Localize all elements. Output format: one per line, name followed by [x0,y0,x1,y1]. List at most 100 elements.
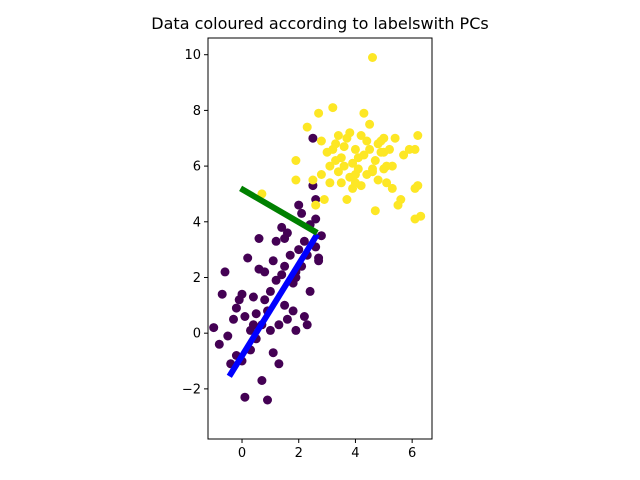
data-point [336,178,346,188]
data-point [368,167,377,177]
data-point [299,236,309,246]
data-point [231,303,241,313]
data-point [333,131,343,140]
data-point [387,183,397,193]
data-point [368,53,377,62]
data-point [271,236,281,246]
y-tick-label: 2 [193,271,201,286]
data-point [214,339,224,349]
data-point [277,222,287,232]
data-point [348,158,358,168]
pc1-line [226,232,320,378]
data-point [333,167,343,177]
data-point [268,256,278,266]
data-point [243,253,253,263]
data-point [382,178,392,188]
axis-ticks: 0 2 4 6 −2 0 2 4 6 8 10 [182,48,416,461]
data-point [353,164,363,174]
data-point [413,181,423,191]
data-point [370,156,380,165]
data-point [356,131,366,140]
data-point [413,131,423,140]
y-tick-label: −2 [182,382,201,397]
data-point [291,175,301,185]
data-point [350,178,360,188]
data-point [285,250,295,260]
data-point [248,320,258,330]
data-point [342,195,352,204]
data-point [379,147,389,157]
data-point [229,314,238,324]
data-point [240,392,250,402]
data-point [314,108,324,118]
data-point [268,348,278,358]
data-point [288,306,298,316]
data-point [260,295,270,305]
data-point [263,395,272,405]
data-point [373,175,383,185]
data-point [387,161,397,171]
data-point [248,292,258,302]
data-point [311,214,321,224]
data-point [271,275,281,285]
data-point [339,142,349,152]
data-point [331,139,341,149]
data-point [220,267,230,277]
data-point [297,208,307,218]
plot-area [209,53,426,405]
data-point [359,150,369,160]
data-point [217,289,227,299]
data-point [365,144,375,154]
data-point [251,309,261,319]
data-point [240,312,250,321]
data-point [316,231,326,241]
data-point [277,270,287,280]
data-point [314,253,324,263]
x-tick-label: 2 [295,446,303,461]
data-point [325,161,335,171]
data-point [302,320,312,330]
x-tick-label: 4 [351,446,359,461]
data-point [274,320,284,330]
data-point [257,376,267,385]
data-point [390,133,400,143]
data-point [316,170,326,179]
data-point [280,261,290,271]
data-point [302,122,312,132]
data-point [305,286,315,296]
data-point [299,312,309,321]
data-point [260,267,270,277]
y-tick-label: 0 [193,327,201,342]
data-point [359,108,369,118]
data-point [362,136,372,146]
data-point [350,144,360,154]
data-point [416,211,426,221]
data-point [331,156,341,165]
data-point [311,200,321,210]
data-point [254,234,264,243]
x-tick-label: 0 [238,446,246,461]
data-point [280,300,290,310]
pc2-line [239,185,319,236]
data-point [237,289,247,299]
x-tick-label: 6 [408,446,416,461]
data-point [265,325,275,335]
y-tick-label: 10 [184,48,201,63]
data-point [223,331,233,341]
data-point [339,161,349,171]
data-point [319,195,329,204]
data-point [291,325,301,335]
data-point [316,136,326,146]
y-tick-label: 8 [193,104,201,119]
data-point [291,156,301,165]
data-point [308,175,318,185]
data-point [396,195,406,204]
data-point [410,144,420,154]
chart-title: Data coloured according to labelswith PC… [151,14,488,33]
data-point [345,128,355,138]
data-point [209,323,219,333]
data-point [282,314,292,324]
data-point [365,119,375,129]
data-point [325,178,335,188]
